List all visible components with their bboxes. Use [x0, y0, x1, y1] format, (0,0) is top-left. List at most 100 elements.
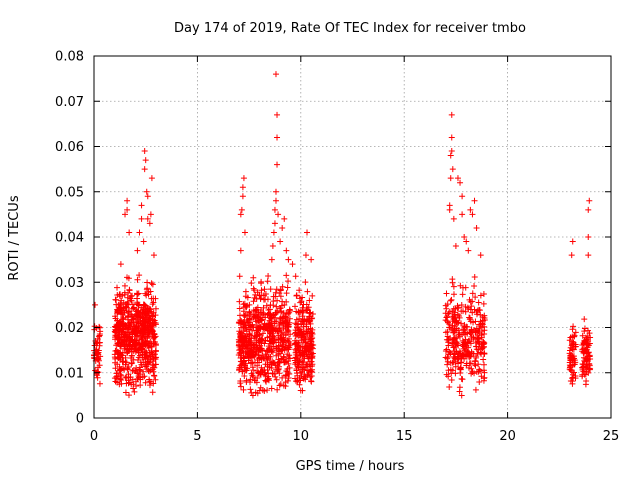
data-point	[267, 286, 274, 293]
data-point	[280, 325, 287, 332]
data-point	[285, 355, 292, 362]
data-point	[137, 367, 144, 374]
data-point	[261, 340, 268, 347]
data-point	[274, 386, 281, 393]
data-point	[123, 322, 130, 329]
data-point	[147, 211, 154, 218]
data-point	[279, 343, 286, 350]
data-point	[469, 309, 476, 316]
data-point	[461, 345, 468, 352]
data-point	[264, 355, 271, 362]
data-point	[581, 316, 588, 323]
data-point	[279, 283, 286, 290]
data-point	[452, 243, 459, 250]
data-point	[135, 340, 142, 347]
data-point	[239, 193, 246, 200]
data-point	[469, 368, 476, 375]
data-point	[447, 350, 454, 357]
data-point	[293, 316, 300, 323]
data-point	[304, 229, 311, 236]
data-point	[144, 215, 151, 222]
y-tick-label: 0.01	[55, 366, 84, 381]
data-point	[250, 314, 257, 321]
data-point	[476, 306, 483, 313]
data-point	[144, 279, 151, 286]
data-point	[236, 273, 243, 280]
data-point	[306, 318, 313, 325]
data-point	[95, 355, 102, 362]
data-point	[450, 344, 457, 351]
data-point	[239, 368, 246, 375]
data-point	[472, 294, 479, 301]
data-point	[296, 358, 303, 365]
data-point	[254, 329, 261, 336]
data-point	[260, 296, 267, 303]
data-point	[123, 380, 130, 387]
data-point	[275, 359, 282, 366]
data-point	[246, 379, 253, 386]
data-point	[292, 346, 299, 353]
data-point	[457, 366, 464, 373]
data-point	[476, 379, 483, 386]
data-point	[304, 360, 311, 367]
data-point	[115, 330, 122, 337]
data-point	[481, 312, 488, 319]
data-point	[586, 361, 593, 368]
data-point	[569, 340, 576, 347]
data-point	[445, 342, 452, 349]
data-point	[258, 339, 265, 346]
data-point	[305, 304, 312, 311]
data-point	[114, 284, 121, 291]
data-point	[138, 215, 145, 222]
data-point	[479, 320, 486, 327]
data-point	[143, 349, 150, 356]
data-point	[150, 340, 157, 347]
data-point	[96, 380, 103, 387]
data-point	[449, 308, 456, 315]
data-point	[444, 361, 451, 368]
data-point	[579, 348, 586, 355]
data-point	[445, 373, 452, 380]
y-tick-label: 0.03	[55, 276, 84, 291]
data-point	[256, 387, 263, 394]
data-point	[585, 234, 592, 240]
data-point	[93, 354, 100, 361]
data-point	[137, 382, 144, 389]
data-point	[111, 351, 118, 358]
data-point	[286, 306, 293, 313]
data-point	[112, 296, 119, 303]
data-point	[299, 307, 306, 314]
data-point	[273, 352, 280, 359]
data-point	[480, 367, 487, 374]
data-point	[143, 188, 150, 195]
data-point	[271, 320, 278, 327]
data-point	[447, 152, 454, 159]
data-point	[481, 339, 488, 346]
data-point	[585, 342, 592, 349]
data-point	[469, 211, 476, 218]
data-point	[451, 315, 458, 322]
data-point	[236, 305, 243, 312]
data-point	[278, 335, 285, 342]
data-point	[453, 348, 460, 355]
data-point	[277, 381, 284, 388]
data-point	[585, 327, 592, 334]
data-point	[572, 341, 579, 348]
data-point	[135, 313, 142, 320]
data-point	[123, 346, 130, 353]
data-point	[585, 206, 592, 213]
data-point	[473, 354, 480, 361]
data-point	[455, 304, 462, 311]
data-point	[265, 373, 272, 380]
data-point	[146, 382, 153, 389]
data-point	[270, 302, 277, 309]
data-point	[113, 373, 120, 380]
data-point	[299, 351, 306, 358]
data-point	[292, 330, 299, 337]
data-point	[570, 355, 577, 362]
data-point	[135, 290, 142, 297]
data-point	[466, 329, 473, 336]
data-point	[457, 179, 464, 186]
data-point	[584, 355, 591, 362]
